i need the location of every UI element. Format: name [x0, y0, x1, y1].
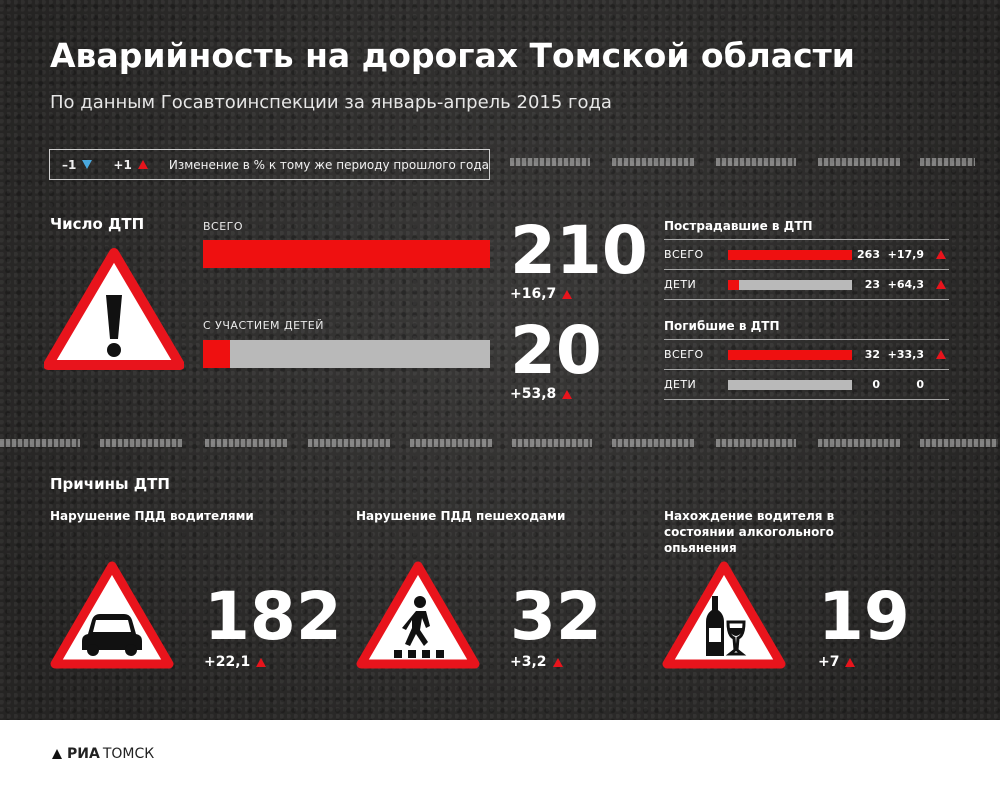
page-title: Аварийность на дорогах Томской области — [50, 36, 855, 75]
row-label: ВСЕГО — [664, 348, 704, 361]
warning-exclamation-icon — [44, 248, 184, 370]
row-bar — [728, 349, 852, 360]
road-marking — [410, 439, 492, 447]
accidents-children-bar — [203, 340, 490, 368]
triangle-up-icon — [137, 160, 148, 169]
cause-alcohol-change: +7 — [818, 654, 856, 670]
cause-drivers-change: +22,1 — [204, 654, 267, 670]
road-marking — [818, 158, 900, 166]
row-value: 0 — [872, 378, 880, 391]
triangle-up-icon — [562, 389, 573, 399]
triangle-up-icon — [562, 289, 573, 299]
row-value: 263 — [857, 248, 880, 261]
wine-bottle-glass-icon — [662, 561, 786, 669]
legend-text: Изменение в % к тому же периоду прошлого… — [168, 157, 489, 172]
row-bar — [728, 379, 852, 390]
killed-title: Погибшие в ДТП — [664, 319, 780, 333]
row-label: ВСЕГО — [664, 248, 704, 261]
row-bar-fill — [728, 349, 852, 360]
road-marking — [612, 158, 694, 166]
road-marking — [818, 439, 900, 447]
table-row: ВСЕГО 32 +33,3 — [664, 340, 949, 370]
row-value: 32 — [864, 348, 880, 361]
injured-table: ВСЕГО 263 +17,9 ДЕТИ 23 +64,3 — [664, 239, 949, 300]
killed-table: ВСЕГО 32 +33,3 ДЕТИ 0 0 — [664, 339, 949, 400]
logo-ria: РИА — [67, 746, 100, 762]
road-marking — [512, 439, 592, 447]
triangle-up-icon — [936, 280, 946, 289]
accidents-children-change-text: +53,8 — [510, 386, 557, 402]
road-marking — [716, 158, 796, 166]
car-icon — [50, 561, 174, 669]
row-bar-fill — [728, 279, 739, 290]
table-row: ДЕТИ 23 +64,3 — [664, 270, 949, 300]
cause-drivers-value: 182 — [204, 578, 342, 655]
cause-alcohol-change-text: +7 — [818, 654, 840, 670]
table-row: ВСЕГО 263 +17,9 — [664, 240, 949, 270]
cause-alcohol-value: 19 — [818, 578, 910, 655]
accidents-total-change: +16,7 — [510, 286, 573, 302]
logo-mark-icon — [52, 749, 62, 759]
cause-drivers-change-text: +22,1 — [204, 654, 251, 670]
row-change: 0 — [916, 378, 924, 391]
legend-down-label: –1 — [62, 157, 77, 172]
accidents-title: Число ДТП — [50, 215, 145, 233]
table-row: ДЕТИ 0 0 — [664, 370, 949, 400]
road-marking — [716, 439, 796, 447]
road-marking — [205, 439, 287, 447]
cause-pedestrians-change: +3,2 — [510, 654, 563, 670]
triangle-up-icon — [936, 350, 946, 359]
row-bar — [728, 279, 852, 290]
triangle-up-icon — [936, 250, 946, 259]
injured-title: Пострадавшие в ДТП — [664, 219, 813, 233]
road-marking — [0, 439, 80, 447]
triangle-up-icon — [552, 657, 563, 667]
triangle-up-icon — [256, 657, 267, 667]
row-label: ДЕТИ — [664, 378, 697, 391]
page-subtitle: По данным Госавтоинспекции за январь-апр… — [50, 92, 612, 113]
logo[interactable]: РИА ТОМСК — [50, 746, 154, 762]
row-bar — [728, 249, 852, 260]
accidents-total-bar-fill — [203, 240, 490, 268]
cause-drivers-title: Нарушение ПДД водителями — [50, 509, 254, 523]
accidents-children-label: С УЧАСТИЕМ ДЕТЕЙ — [203, 319, 324, 332]
road-marking — [510, 158, 590, 166]
causes-title: Причины ДТП — [50, 475, 170, 493]
road-marking — [308, 439, 390, 447]
row-bar-fill — [728, 249, 852, 260]
road-marking — [612, 439, 694, 447]
row-value: 23 — [864, 278, 880, 291]
road-marking — [920, 158, 975, 166]
pedestrian-icon — [356, 561, 480, 669]
triangle-down-icon — [82, 160, 93, 169]
cause-pedestrians-title: Нарушение ПДД пешеходами — [356, 509, 566, 523]
cause-pedestrians-change-text: +3,2 — [510, 654, 547, 670]
accidents-children-bar-fill — [203, 340, 231, 368]
legend-box: –1 +1 Изменение в % к тому же периоду пр… — [49, 149, 490, 180]
row-change: +17,9 — [887, 248, 924, 261]
cause-pedestrians-value: 32 — [510, 578, 602, 655]
accidents-children-change: +53,8 — [510, 386, 573, 402]
road-marking — [100, 439, 182, 447]
row-change: +64,3 — [887, 278, 924, 291]
accidents-total-bar — [203, 240, 490, 268]
row-label: ДЕТИ — [664, 278, 697, 291]
accidents-total-label: ВСЕГО — [203, 220, 244, 233]
cause-alcohol-title: Нахождение водителя в состоянии алкоголь… — [664, 509, 835, 555]
accidents-total-change-text: +16,7 — [510, 286, 557, 302]
accidents-total-value: 210 — [510, 212, 648, 289]
legend-up-label: +1 — [113, 157, 132, 172]
accidents-children-value: 20 — [510, 312, 602, 389]
footer — [0, 720, 1000, 789]
road-marking — [920, 439, 998, 447]
triangle-up-icon — [845, 657, 856, 667]
row-change: +33,3 — [887, 348, 924, 361]
logo-tomsk: ТОМСК — [102, 746, 155, 762]
